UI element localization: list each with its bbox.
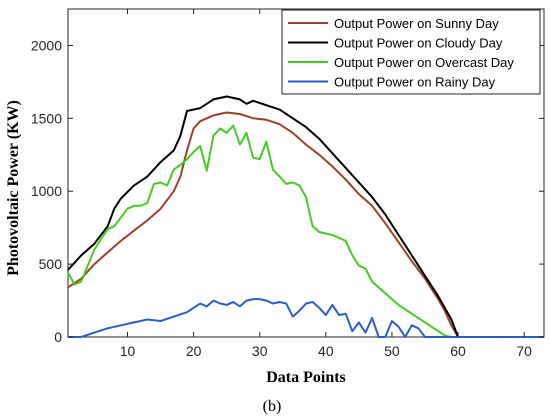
legend-label-1: Output Power on Cloudy Day [334,36,503,51]
series-line-3 [68,298,544,338]
y-tick-label: 1500 [31,110,62,126]
y-tick-label: 0 [54,329,62,345]
y-axis-title: Photovoltaic Power (KW) [5,100,22,276]
y-tick-label: 500 [39,256,63,272]
x-tick-label: 40 [318,343,334,359]
x-axis-title: Data Points [266,369,346,386]
x-tick-label: 70 [516,343,532,359]
y-tick-label: 2000 [31,37,62,53]
series-line-1 [67,95,544,338]
legend-label-3: Output Power on Rainy Day [334,75,496,90]
x-tick-label: 30 [252,343,268,359]
legend-label-0: Output Power on Sunny Day [334,16,499,31]
x-tick-label: 60 [450,343,466,359]
x-tick-label: 20 [186,343,202,359]
y-tick-label: 1000 [31,183,62,199]
series-line-2 [67,124,544,338]
series-layer [67,95,544,338]
series-line-0 [67,111,544,338]
legend-label-2: Output Power on Overcast Day [334,55,514,70]
ticks-layer: 10 20 30 40 50 60 70 0 500 1000 1500 2000 [31,9,544,359]
x-tick-label: 10 [120,343,136,359]
panel-label: (b) [263,398,282,415]
x-tick-label: 50 [384,343,400,359]
legend: Output Power on Sunny Day Output Power on… [281,9,541,95]
